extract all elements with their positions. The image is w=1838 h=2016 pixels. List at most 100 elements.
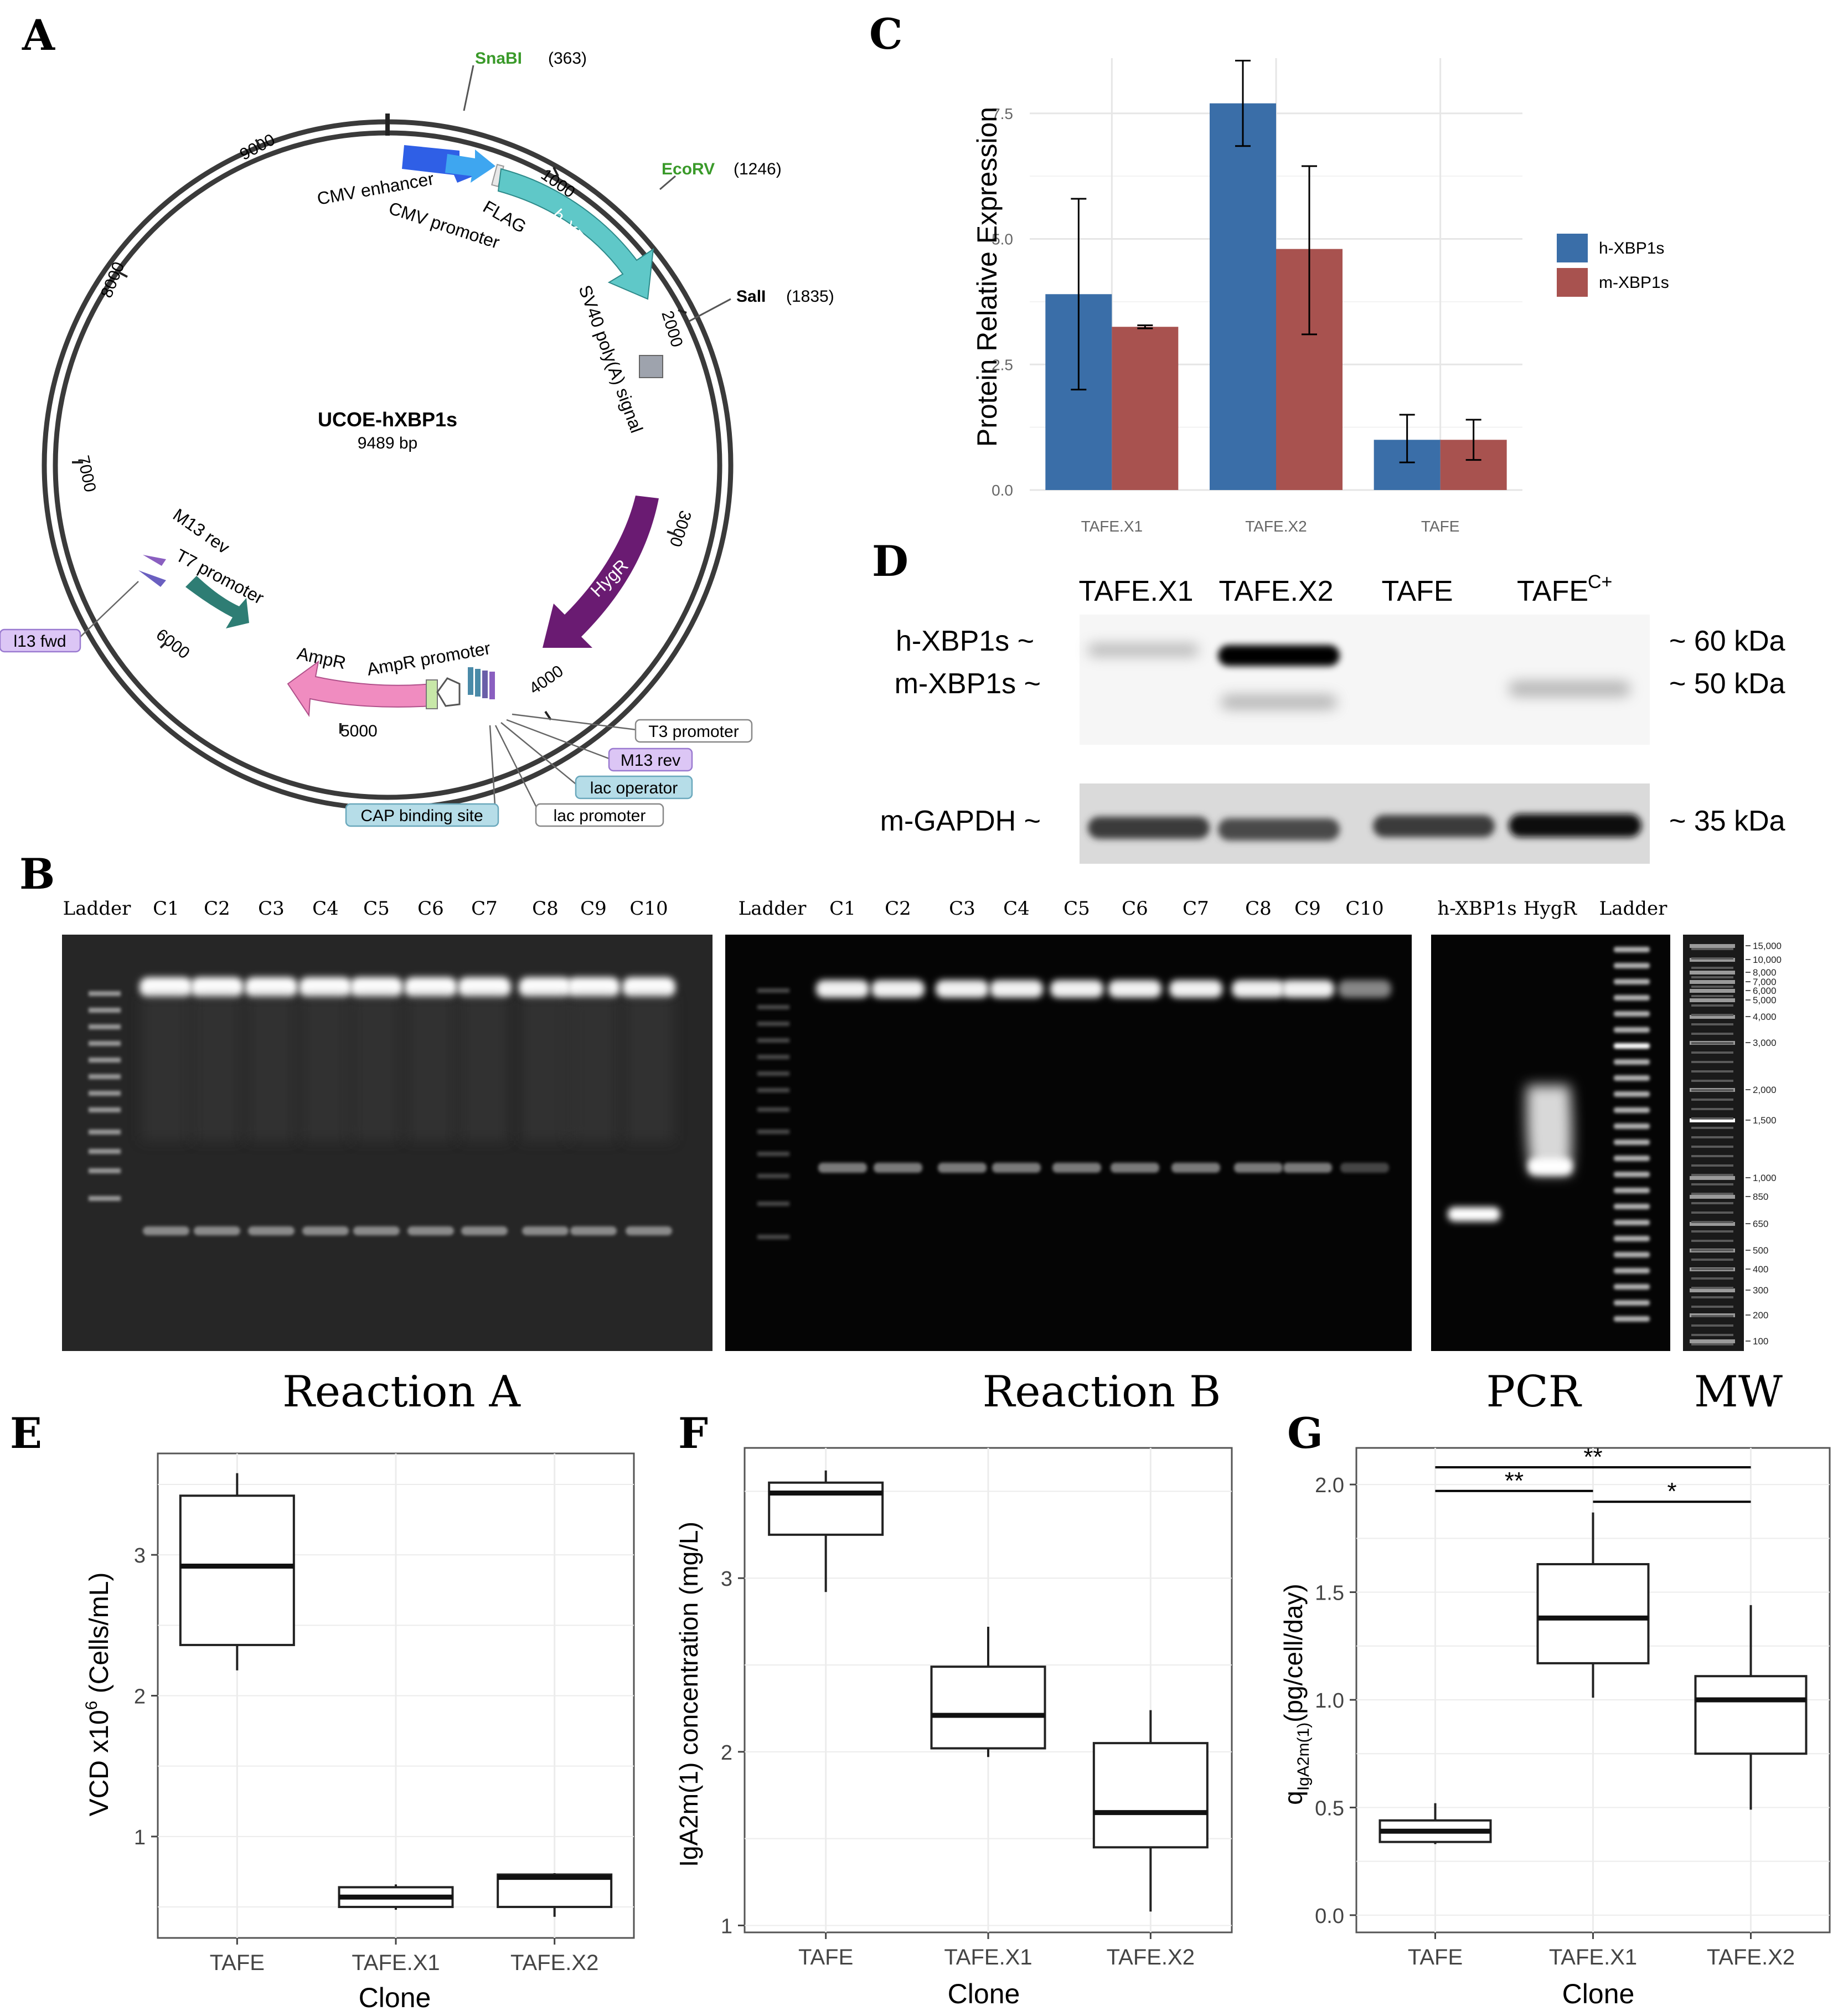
chart-c-ytick: 5.0 <box>992 231 1013 248</box>
site-ecorv-pos: (1246) <box>734 160 782 178</box>
gel-a-band-lower <box>522 1226 569 1235</box>
ampr-arrow <box>287 660 432 718</box>
plasmid-tick-6000: 6000 <box>153 626 193 663</box>
western-blot: TAFE.X1 TAFE.X2 TAFE TAFE C+ h-XBP1s ~ m… <box>880 571 1785 864</box>
wb-gapdh-bands <box>1088 814 1641 841</box>
gel-b-band-upper <box>1232 980 1285 998</box>
callout-lac-operator: lac operator <box>590 779 678 797</box>
gel-a-band-upper <box>567 977 620 997</box>
pcr-lane-ladder: Ladder <box>1599 898 1667 920</box>
chart-f-ylabel: IgA2m(1) concentration (mg/L) <box>674 1522 703 1867</box>
boxplot-xtick: TAFE.X1 <box>352 1951 440 1975</box>
site-sali: SalI <box>736 287 766 306</box>
label-sv40: SV40 poly(A) signal <box>575 282 647 435</box>
boxplot-xtick: TAFE <box>210 1951 265 1975</box>
gel-a-lane-label: C1 <box>153 898 179 920</box>
label-ampr: AmpR <box>296 643 348 673</box>
legend-label-hxbp1s: h-XBP1s <box>1599 239 1664 257</box>
plasmid-size: 9489 bp <box>358 434 417 452</box>
plasmid-tick-8000: 8000 <box>97 259 128 300</box>
gel-b-lane-label: C6 <box>1122 898 1148 920</box>
mw-size-label: 2,000 <box>1753 1085 1777 1095</box>
gel-a-band-lower <box>194 1226 240 1235</box>
gel-b-band-lower <box>1283 1163 1332 1173</box>
mw-size-label: 5,000 <box>1753 995 1777 1006</box>
wb-lane-4-sup: C+ <box>1588 571 1612 592</box>
ampr-promoter-arrow <box>436 677 461 707</box>
boxplot-ytick: 0.5 <box>1315 1797 1344 1820</box>
boxplot-ytick: 2 <box>721 1741 732 1765</box>
gel-b-band-lower <box>1052 1163 1101 1173</box>
gel-a-band-lower <box>302 1226 349 1235</box>
legend-swatch-hxbp1s <box>1557 234 1588 262</box>
gel-a-band-upper <box>622 977 675 997</box>
panel-letter-c: C <box>869 9 903 59</box>
caption-mw: MW <box>1694 1367 1783 1417</box>
wb-lane-4: TAFE <box>1517 575 1588 607</box>
box-iqr <box>179 1494 295 1646</box>
gel-b-lane-label: C4 <box>1003 898 1030 920</box>
panel-letter-g: G <box>1287 1409 1323 1458</box>
mw-band <box>1690 944 1735 948</box>
mw-band <box>1690 1195 1735 1199</box>
plasmid-tick-7000: 7000 <box>74 454 99 494</box>
wb-upper-bands <box>1088 644 1630 709</box>
boxplot-ytick: 3 <box>721 1568 732 1591</box>
chart-c-ytick: 7.5 <box>992 105 1013 122</box>
ori-arrow <box>185 576 249 628</box>
boxplot-xtick: TAFE.X1 <box>1549 1945 1637 1969</box>
label-cmv-enhancer: CMV enhancer <box>316 168 436 209</box>
gel-a-band-lower <box>407 1226 454 1235</box>
plasmid-name: UCOE-hXBP1s <box>318 408 457 431</box>
callout-m13-rev: M13 rev <box>621 751 680 770</box>
plasmid-map: 1000 2000 3000 4000 5000 6000 7000 8000 … <box>0 49 834 827</box>
gel-b-band-lower <box>1171 1163 1220 1173</box>
wb-row-mxbp1s: m-XBP1s ~ <box>895 668 1041 700</box>
mw-size-label: 10,000 <box>1753 955 1782 965</box>
chart-c-ylabel: Protein Relative Expression <box>972 107 1003 447</box>
mw-size-label: 500 <box>1753 1245 1768 1256</box>
gel-b-band-upper <box>1338 980 1391 998</box>
significance-label: * <box>1667 1478 1676 1505</box>
gel-b-band-lower <box>992 1163 1041 1173</box>
boxplot-f: 1 2 3 TAFE TAFE.X1 TAFE.X2 Clone IgA2m(1) con… <box>674 1447 1233 2009</box>
gel-a-band-upper <box>404 977 457 997</box>
gel-a-lane-label: C5 <box>363 898 390 920</box>
gel-a-lane-label: C2 <box>204 898 230 920</box>
mw-band <box>1690 998 1735 1002</box>
gel-panel: Ladder C1 C2 C3 C4 C5 C6 C7 C8 C9 C10 Ladder C1 C2 C3… <box>62 898 1783 1417</box>
bar-chart-c: 0.0 2.5 5.0 7.5 TAFE.X1 TAFE.X2 TAFE Protein … <box>972 58 1669 535</box>
boxplot-xtick: TAFE <box>1408 1945 1463 1969</box>
mw-size-label: 850 <box>1753 1192 1768 1202</box>
gel-b-band-lower <box>874 1163 922 1173</box>
gel-a-lane-label: C8 <box>532 898 559 920</box>
panel-letter-d: D <box>872 537 908 586</box>
gel-b-lane-label: C5 <box>1063 898 1090 920</box>
boxplot-ytick: 1.0 <box>1315 1689 1344 1713</box>
caption-pcr: PCR <box>1486 1367 1582 1417</box>
hxbp1s-arrow <box>497 168 654 300</box>
gel-reaction-b <box>725 935 1412 1351</box>
pcr-lane-hygr: HygR <box>1524 898 1578 920</box>
caption-reaction-a: Reaction A <box>282 1367 521 1417</box>
gel-a-lane-label: C3 <box>258 898 285 920</box>
gel-a-band-lower <box>353 1226 400 1235</box>
wb-row-gapdh: m-GAPDH ~ <box>880 805 1041 837</box>
gel-b-band-lower <box>1111 1163 1159 1173</box>
gel-b-band-lower <box>1234 1163 1283 1173</box>
gel-b-lane-label: C1 <box>829 898 856 920</box>
chart-c-xtick: TAFE <box>1421 518 1459 535</box>
gel-b-lane-label: C7 <box>1183 898 1209 920</box>
wb-row-hxbp1s: h-XBP1s ~ <box>896 625 1034 657</box>
mw-band <box>1690 989 1735 993</box>
gel-a-band-lower <box>248 1226 295 1235</box>
legend-label-mxbp1s: m-XBP1s <box>1599 274 1669 292</box>
wb-lane-3: TAFE <box>1381 575 1453 607</box>
panel-letter-f: F <box>678 1409 708 1458</box>
sv40-box <box>639 355 663 378</box>
gel-b-band-lower <box>1340 1163 1389 1173</box>
site-snabi-pos: (363) <box>548 49 587 68</box>
boxplot-ytick: 1 <box>134 1826 146 1849</box>
